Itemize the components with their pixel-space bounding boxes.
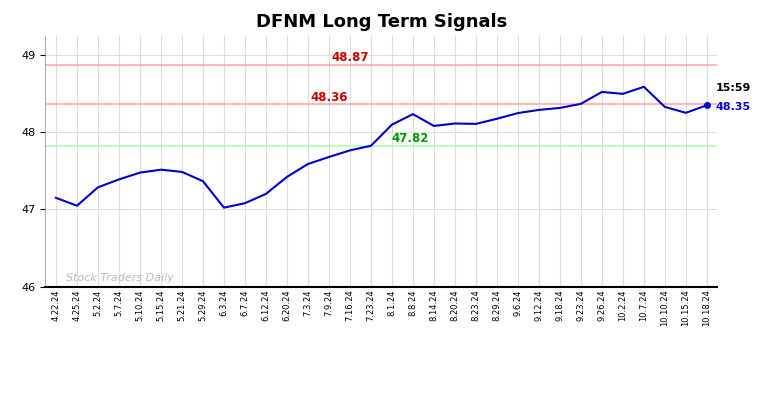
Text: 15:59: 15:59 (715, 83, 750, 94)
Text: 48.35: 48.35 (715, 102, 750, 112)
Text: Stock Traders Daily: Stock Traders Daily (67, 273, 175, 283)
Title: DFNM Long Term Signals: DFNM Long Term Signals (256, 14, 507, 31)
Text: 48.36: 48.36 (310, 91, 347, 103)
Text: 48.87: 48.87 (331, 51, 368, 64)
Text: 47.82: 47.82 (392, 132, 430, 145)
